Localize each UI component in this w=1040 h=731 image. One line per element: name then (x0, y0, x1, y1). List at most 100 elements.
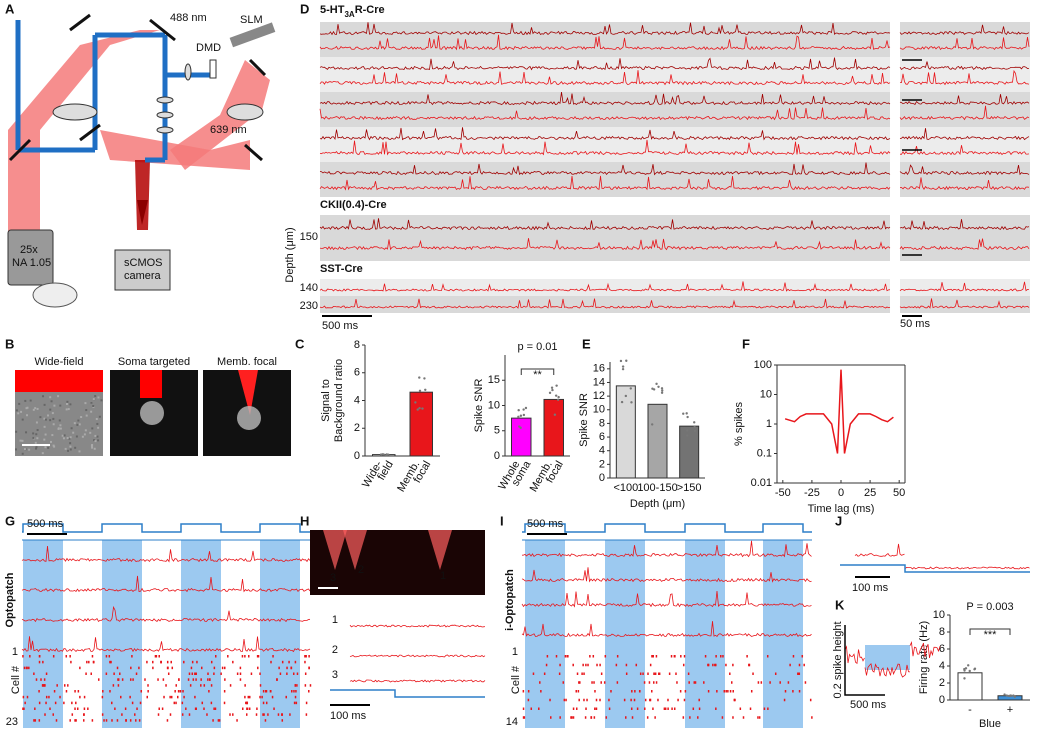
spike-mark (185, 707, 187, 710)
trace (899, 145, 1030, 156)
spike-mark (229, 684, 232, 687)
spike-mark (630, 698, 632, 702)
y-axis-label: % spikes (733, 401, 745, 446)
spike-mark (587, 663, 589, 667)
spike-mark (135, 719, 137, 722)
spike-mark (654, 672, 657, 675)
spike-mark (45, 695, 48, 699)
spike-mark (262, 701, 265, 705)
spike-mark (704, 655, 707, 658)
spike-mark (146, 660, 148, 664)
spike-mark (586, 698, 588, 702)
spike-mark (140, 690, 143, 693)
noise (28, 448, 31, 451)
band (320, 57, 890, 92)
spike-mark (22, 695, 25, 699)
label: 500 ms (527, 518, 564, 530)
dot (968, 669, 971, 673)
spike-mark (687, 672, 690, 675)
spike-mark (564, 655, 567, 658)
label: SLM (240, 14, 263, 26)
spike-mark (572, 663, 574, 667)
y-tick-label: 0 (939, 694, 945, 706)
trace (319, 92, 891, 106)
spike-mark (131, 701, 134, 705)
spike-mark (154, 655, 157, 658)
lens (156, 126, 174, 134)
trace (319, 218, 891, 231)
spike-mark (578, 681, 580, 684)
label: 23 (6, 716, 18, 728)
trace (319, 298, 891, 309)
noise (92, 405, 95, 408)
label: 3 (330, 572, 336, 584)
spike-mark (635, 663, 638, 667)
y-tick-label: 0.1 (757, 447, 772, 459)
label: Wide-field (35, 356, 84, 368)
spike-mark (91, 719, 94, 722)
spike-mark (83, 713, 85, 716)
noise (18, 402, 21, 405)
stim (330, 689, 485, 698)
spike-mark (565, 698, 567, 702)
band (320, 92, 890, 127)
noise (49, 396, 52, 399)
noise (85, 414, 88, 417)
spike-mark (582, 663, 584, 667)
spike-mark (757, 681, 760, 684)
spike-mark (246, 701, 248, 705)
spike-mark (714, 663, 716, 667)
mouse (32, 282, 78, 308)
spike-mark (729, 672, 731, 675)
y-tick-label: 10 (488, 399, 500, 411)
noise (80, 416, 83, 419)
trace (904, 566, 1030, 570)
spike-mark (649, 663, 652, 667)
spike-mark (698, 698, 700, 702)
dot (416, 408, 419, 411)
noise (95, 418, 98, 421)
noise (85, 409, 88, 412)
dot (554, 394, 558, 397)
noise (44, 418, 47, 421)
spike-mark (522, 690, 525, 693)
noise (36, 407, 39, 410)
spike-mark (732, 690, 734, 693)
noise (20, 410, 23, 413)
spike-mark (273, 707, 275, 710)
mirror (79, 123, 101, 142)
spike-mark (296, 672, 299, 675)
dot (661, 389, 664, 392)
spike-mark (218, 719, 221, 722)
spike-mark (576, 707, 578, 710)
spike-mark (721, 716, 724, 719)
noise (21, 439, 24, 442)
dot (686, 415, 689, 419)
label-part: 5-HT (320, 4, 345, 16)
spike-mark (616, 681, 619, 684)
spike-mark (766, 655, 769, 658)
y-tick-label: 10 (760, 388, 772, 400)
objective (7, 229, 54, 286)
y-tick-label: 0 (354, 450, 360, 462)
label: DMD (196, 42, 221, 54)
dot (385, 453, 388, 456)
beam (137, 200, 148, 225)
spike-mark (76, 707, 79, 710)
spike-mark (182, 690, 184, 693)
spike-mark (265, 701, 268, 705)
y-tick-label: 1 (766, 418, 772, 430)
spike-mark (707, 663, 709, 667)
noise (83, 433, 86, 436)
spike-mark (304, 684, 307, 687)
trace (319, 281, 891, 292)
spike-mark (220, 672, 222, 675)
group-label: SST-Cre (320, 263, 363, 275)
noise (21, 418, 24, 421)
spike-mark (232, 713, 234, 716)
spike-mark (167, 672, 170, 675)
dot (650, 423, 654, 426)
spike-mark (722, 655, 724, 658)
y-tick-label: 0 (494, 450, 500, 462)
label: sCMOS (124, 257, 163, 269)
